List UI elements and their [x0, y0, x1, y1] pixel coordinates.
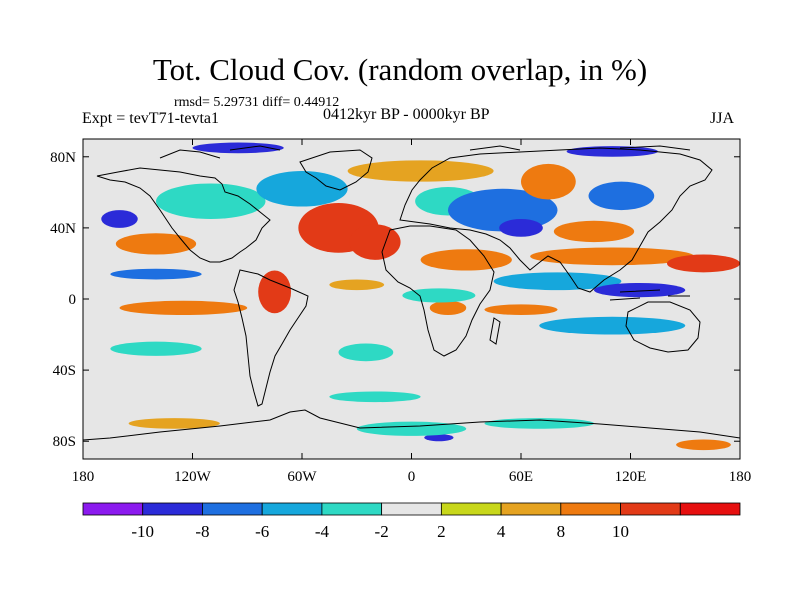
x-tick-label: 180: [729, 469, 752, 485]
anomaly-region: [258, 270, 292, 314]
anomaly-field: [101, 142, 740, 451]
colorbar-swatch: [381, 502, 442, 516]
anomaly-region: [347, 160, 494, 182]
anomaly-region: [588, 181, 655, 211]
colorbar-label: -8: [195, 522, 209, 541]
coastlines: [83, 145, 740, 441]
x-tick-label: 0: [408, 469, 416, 485]
coast-greenland: [299, 149, 373, 191]
coast-north-america: [96, 167, 271, 263]
colorbar-swatch: [620, 502, 681, 516]
x-tick-label: 180: [72, 469, 95, 485]
period-label: 0412kyr BP - 0000kyr BP: [323, 106, 490, 123]
x-tick-label: 60E: [509, 469, 533, 485]
colorbar-label: 4: [497, 522, 506, 541]
anomaly-region: [429, 300, 467, 315]
coast-arctic-islands: [159, 145, 691, 159]
colorbar-label: 2: [437, 522, 446, 541]
anomaly-region: [156, 183, 266, 220]
anomaly-region: [553, 220, 635, 243]
anomaly-region: [539, 316, 686, 335]
colorbar-label: -4: [315, 522, 330, 541]
colorbar-swatch: [500, 502, 562, 516]
coast-europe-asia: [399, 147, 713, 293]
anomaly-region: [110, 341, 202, 356]
colorbar-swatch: [202, 502, 263, 516]
chart-title: Tot. Cloud Cov. (random overlap, in %): [152, 52, 648, 87]
anomaly-region: [329, 391, 421, 403]
anomaly-region: [530, 247, 695, 266]
anomaly-region: [594, 283, 686, 298]
anomaly-region: [667, 254, 740, 273]
colorbar-label: -10: [131, 522, 154, 541]
anomaly-region: [329, 279, 385, 291]
colorbar-label: 10: [612, 522, 629, 541]
x-tick-label: 120E: [615, 469, 647, 485]
anomaly-region: [192, 142, 284, 154]
colorbar-swatch: [560, 502, 621, 516]
y-tick-label: 80N: [50, 150, 76, 166]
colorbar-swatch: [142, 502, 203, 516]
anomaly-region: [424, 434, 454, 442]
stats-label: rmsd= 5.29731 diff= 0.44912: [174, 95, 340, 110]
coast-africa: [381, 225, 495, 357]
colorbar-label: 8: [557, 522, 566, 541]
anomaly-region: [493, 272, 622, 291]
coast-indonesia: [609, 289, 690, 301]
y-tick-label: 0: [69, 292, 77, 308]
anomaly-region: [349, 224, 401, 260]
anomaly-region: [338, 343, 394, 362]
x-tick-label: 120W: [174, 469, 212, 485]
anomaly-region: [566, 146, 658, 157]
anomaly-region: [521, 163, 576, 200]
anomaly-region: [110, 268, 202, 280]
colorbar-swatch: [82, 502, 144, 516]
anomaly-region: [115, 233, 197, 255]
experiment-label: Expt = tevT71-tevta1: [82, 110, 219, 127]
anomaly-region: [256, 171, 348, 207]
season-label: JJA: [710, 110, 735, 127]
colorbar: [82, 502, 741, 516]
colorbar-swatch: [261, 502, 323, 516]
y-tick-label: 80S: [53, 434, 76, 450]
colorbar-label: -2: [375, 522, 389, 541]
coast-madagascar: [489, 317, 501, 345]
colorbar-swatch: [321, 502, 383, 516]
axis-labels: 180 120W 60W 0 60E 120E 180 80N 40N 0 40S 80S: [50, 150, 751, 485]
y-tick-label: 40N: [50, 221, 76, 237]
anomaly-region: [484, 304, 558, 315]
coast-antarctica: [83, 409, 740, 441]
colorbar-labels: -10 -8 -6 -4 -2 2 4 8 10: [131, 522, 629, 541]
colorbar-swatch: [440, 502, 502, 516]
x-tick-label: 60W: [287, 469, 317, 485]
anomaly-region: [676, 439, 731, 451]
anomaly-region: [101, 210, 138, 228]
coast-australia: [625, 301, 701, 353]
colorbar-label: -6: [255, 522, 269, 541]
anomaly-region: [499, 219, 543, 237]
anomaly-region: [128, 418, 220, 429]
anomaly-region: [119, 300, 248, 315]
colorbar-swatch: [679, 502, 741, 516]
anomaly-region: [420, 249, 512, 271]
coast-south-america: [233, 269, 309, 407]
axis-ticks: [82, 139, 741, 459]
y-tick-label: 40S: [53, 363, 76, 379]
